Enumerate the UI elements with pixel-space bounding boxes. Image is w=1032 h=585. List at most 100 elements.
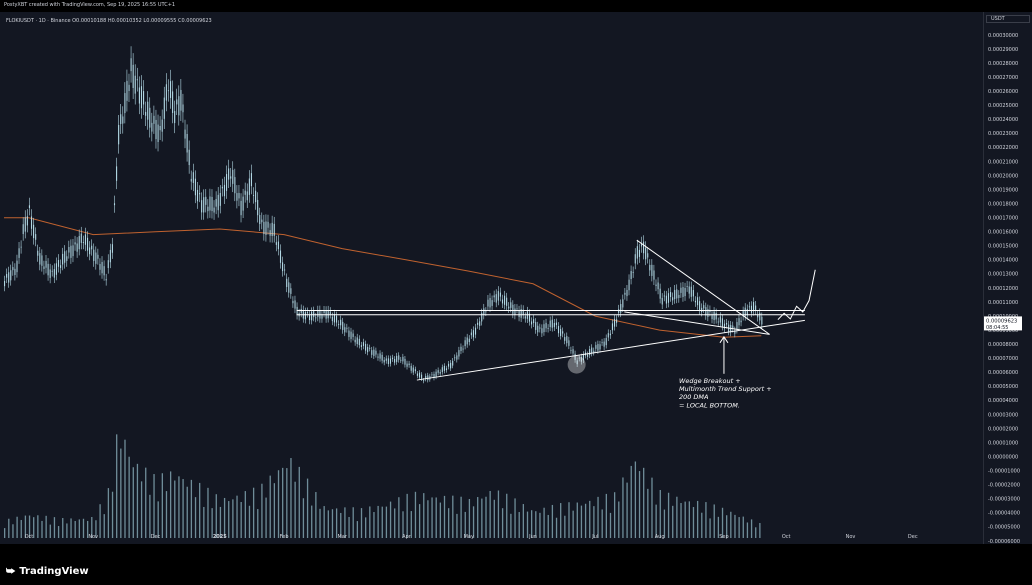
candle-body: [443, 365, 445, 371]
candle-body: [398, 355, 400, 360]
price-axis[interactable]: 0.00030000 0.00029000 0.00028000 0.00027000…: [983, 12, 1032, 545]
candle-body: [427, 375, 429, 381]
candle-body: [539, 327, 541, 329]
volume-bar: [207, 487, 209, 538]
candle-body: [28, 205, 30, 208]
volume-bar: [161, 473, 163, 538]
price-tick-label: 0.00002000: [988, 426, 1018, 432]
candle-body: [74, 242, 76, 245]
candle-body: [335, 315, 338, 323]
price-tick-label: -0.00003000: [988, 497, 1020, 503]
candle-body: [338, 324, 340, 326]
price-tick-label: 0.00029000: [988, 47, 1018, 53]
candle-body: [611, 323, 614, 331]
candle-body: [682, 287, 684, 298]
price-chart[interactable]: Wedge Breakout +Multimonth Trend Support…: [0, 12, 983, 544]
candle-body: [39, 253, 41, 265]
volume-bar: [33, 517, 35, 538]
candle-body: [53, 269, 55, 278]
candle-body: [541, 328, 543, 334]
candle-body: [99, 264, 101, 270]
volume-bar: [182, 479, 184, 538]
volume-bar: [41, 520, 43, 538]
candle-body: [163, 97, 165, 119]
candle-body: [510, 302, 512, 308]
candle-body: [76, 243, 78, 252]
x-tick-label: Oct: [782, 534, 791, 540]
candle-body: [705, 307, 707, 316]
volume-bar: [335, 508, 338, 538]
candle-body: [738, 318, 740, 326]
volume-bar: [460, 496, 462, 538]
candle-body: [676, 289, 678, 299]
x-tick-label: Jul: [591, 534, 598, 540]
symbol-legend: FLOKIUSDT · 1D · Binance O0.00010188 H0.…: [6, 18, 212, 24]
candle-body: [10, 270, 12, 281]
volume-bar: [705, 502, 707, 538]
candle-body: [636, 246, 638, 259]
volume-bar: [327, 510, 329, 538]
x-tick-label: Mar: [337, 534, 347, 540]
price-tick-label: 0.00011000: [988, 300, 1018, 306]
volume-bar: [78, 519, 80, 538]
candle-body: [699, 301, 701, 311]
candle-body: [308, 314, 311, 321]
candle-body: [93, 249, 95, 261]
candle-body: [497, 291, 499, 301]
candle-body: [217, 194, 219, 211]
wedge-lower-line: [624, 311, 770, 335]
candle-body: [30, 216, 33, 229]
volume-bar: [381, 506, 383, 538]
volume-bar: [99, 504, 101, 538]
candle-body: [350, 331, 352, 339]
candle-body: [223, 184, 226, 197]
price-tick-label: 0.00020000: [988, 173, 1018, 179]
candle-body: [589, 349, 591, 356]
volume-bar: [701, 512, 703, 538]
volume-bar: [4, 528, 6, 538]
candle-body: [20, 246, 22, 248]
volume-bar: [547, 514, 549, 538]
tradingview-brand[interactable]: ⮩ TradingView: [6, 566, 89, 577]
callout-text-line: Wedge Breakout +: [679, 377, 741, 385]
candle-body: [742, 311, 744, 317]
candle-body: [528, 313, 531, 322]
creator-note: PostyXBT created with TradingView.com, S…: [4, 2, 176, 8]
volume-bar: [261, 483, 263, 538]
candle-body: [472, 330, 475, 338]
candle-body: [601, 342, 603, 344]
volume-bar: [311, 505, 313, 538]
candle-body: [688, 286, 690, 294]
candle-body: [263, 221, 265, 234]
volume-bar: [323, 506, 325, 538]
candle-body: [717, 321, 719, 323]
currency-badge[interactable]: USDT: [986, 15, 1030, 23]
candle-body: [657, 282, 659, 290]
volume-bar: [448, 508, 450, 538]
candle-body: [506, 297, 508, 306]
volume-bar: [169, 471, 172, 538]
candle-body: [640, 243, 643, 247]
candle-body: [126, 80, 128, 101]
candle-body: [549, 320, 551, 328]
candle-body: [238, 192, 240, 199]
candle-body: [367, 347, 369, 353]
tradingview-logo-icon: ⮩: [6, 566, 16, 577]
candle-body: [746, 308, 748, 316]
candle-body: [360, 345, 362, 347]
volume-bar: [680, 503, 682, 538]
price-tick-label: 0.00017000: [988, 216, 1018, 222]
x-tick-label: Nov: [88, 534, 98, 540]
volume-bar: [514, 498, 516, 538]
candle-body: [711, 314, 713, 320]
candle-body: [344, 327, 346, 333]
candle-body: [72, 245, 74, 257]
volume-bar: [613, 492, 616, 538]
chart-area[interactable]: Wedge Breakout + Multimonth Trend Support…: [0, 12, 983, 544]
candle-body: [564, 337, 566, 341]
candle-body: [396, 355, 398, 362]
volume-bar: [605, 493, 607, 538]
candle-body: [757, 315, 759, 318]
candle-body: [165, 84, 167, 101]
candle-body: [219, 192, 221, 206]
